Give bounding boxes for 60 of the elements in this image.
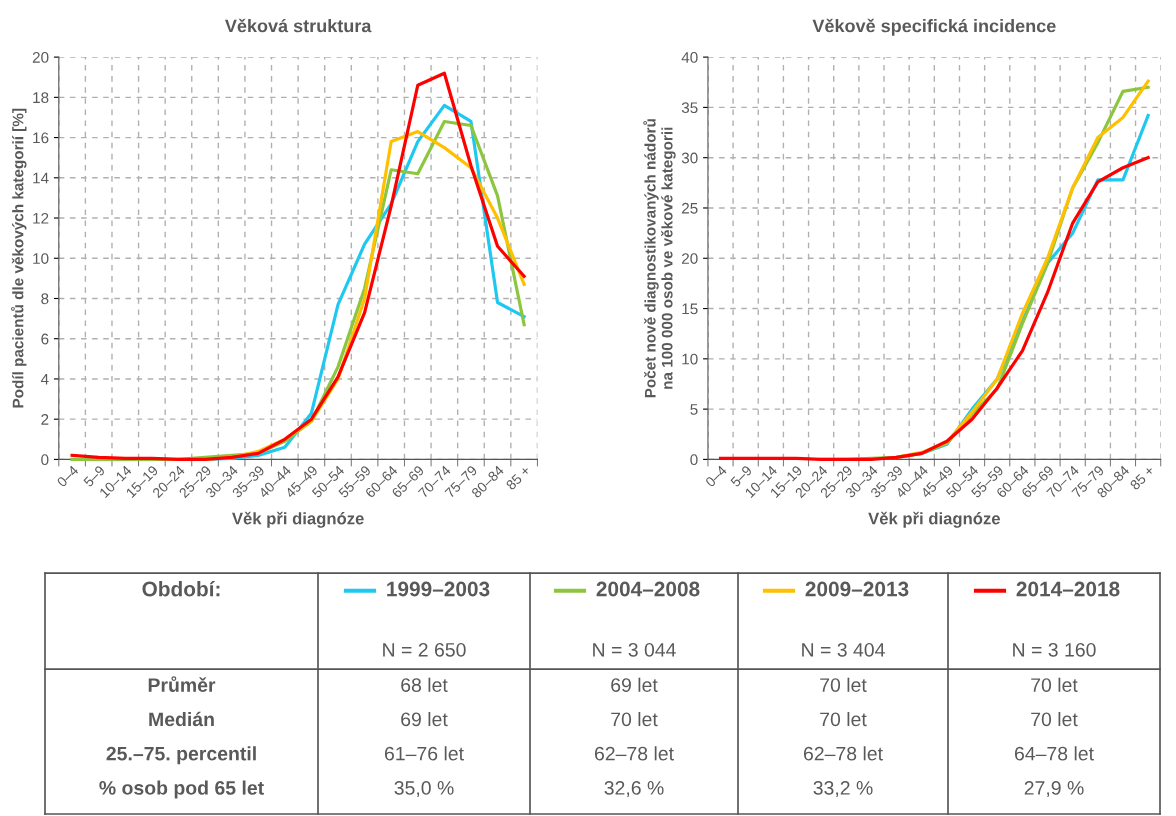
y-tick-label: 30 [681, 152, 698, 164]
x-tick-label: 0–4 [56, 464, 80, 488]
legend-label: 2009–2013 [805, 581, 909, 597]
x-tick-label: 0–4 [704, 464, 728, 488]
text: 25.–75. percentil [106, 746, 256, 765]
text: N = 3 404 [802, 642, 885, 657]
text: 62–78 let [594, 746, 674, 761]
text: 33,2 % [813, 781, 873, 798]
text: 69 let [611, 677, 658, 692]
text: 62–78 let [803, 746, 883, 761]
text: N = 2 650 [383, 642, 466, 657]
chart-title: Věkově specifická incidence [812, 18, 1056, 36]
y-tick-label: 20 [682, 253, 698, 264]
y-tick-label: 0 [41, 454, 49, 466]
y-tick-label: 18 [33, 92, 49, 104]
text: 32,6 % [604, 781, 664, 798]
text: Medián [149, 711, 214, 727]
text: Období: [142, 580, 220, 597]
x-axis-title: Věk při diagnóze [232, 511, 364, 528]
y-tick-label: 10 [33, 253, 49, 264]
text: Průměr [148, 676, 216, 692]
y-tick-label: 35 [681, 102, 698, 114]
x-axis-title: Věk při diagnóze [868, 511, 1000, 528]
y-tick-label: 25 [682, 202, 698, 214]
text: 69 let [401, 711, 448, 727]
text: 70 let [1031, 677, 1078, 692]
y-tick-label: 14 [33, 172, 49, 184]
y-tick-label: 16 [33, 132, 49, 144]
text: N = 3 160 [1013, 642, 1096, 657]
y-axis-title: Počet nově diagnostikovaných nádorů na 100 000 osob ve věkové kategorii [643, 119, 676, 398]
text: 70 let [611, 711, 658, 727]
y-tick-label: 0 [690, 454, 698, 466]
text: 70 let [820, 711, 867, 727]
legend-label: 2014–2018 [1016, 581, 1120, 597]
text: 64–78 let [1014, 746, 1094, 761]
y-tick-label: 2 [41, 414, 49, 425]
text: 27,9 % [1024, 781, 1084, 798]
legend-label: 1999–2003 [387, 581, 490, 597]
y-axis-title: Podíl pacientů dle věkových kategorií [%] [11, 108, 27, 408]
text: 35,0 % [394, 781, 454, 798]
chart-title: Věková struktura [224, 18, 372, 33]
x-tick-label: 85 + [1129, 465, 1155, 491]
y-tick-label: 6 [41, 333, 49, 345]
legend-label: 2004–2008 [596, 581, 700, 597]
text: 70 let [1031, 711, 1078, 727]
y-tick-label: 8 [41, 293, 49, 305]
y-tick-label: 15 [682, 303, 698, 315]
text: 61–76 let [384, 746, 464, 761]
y-tick-label: 12 [33, 212, 49, 224]
y-tick-label: 4 [40, 373, 49, 385]
y-tick-label: 5 [690, 404, 698, 415]
text: 68 let [401, 677, 448, 692]
x-tick-label: 85 + [505, 465, 531, 491]
text: % osob pod 65 let [99, 780, 264, 799]
text: 70 let [820, 677, 867, 692]
line-series [718, 156, 1150, 462]
y-tick-label: 10 [682, 353, 698, 365]
text: N = 3 044 [593, 642, 676, 657]
y-tick-label: 20 [32, 51, 49, 63]
y-tick-label: 40 [681, 51, 698, 63]
